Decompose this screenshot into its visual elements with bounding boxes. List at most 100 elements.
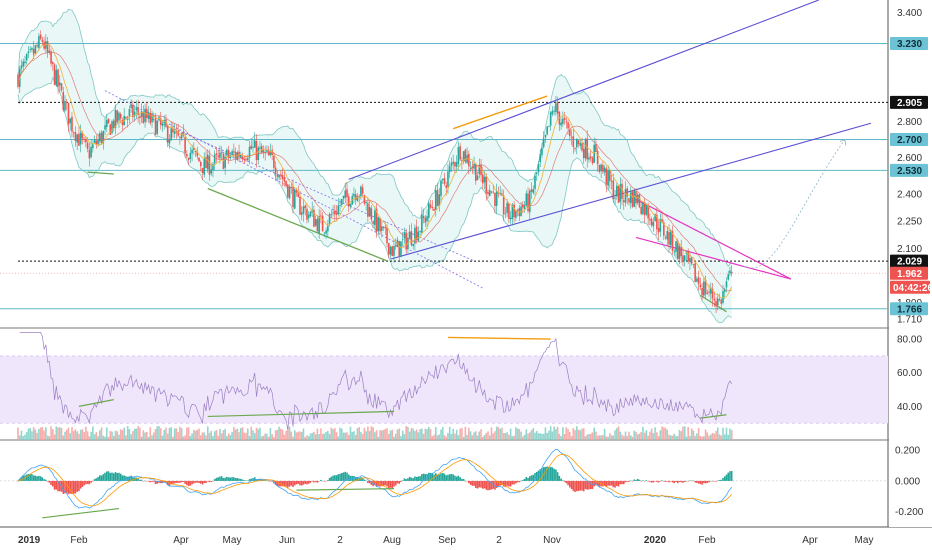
candle-body [711,288,714,299]
volume-bar [596,435,599,440]
macd-histogram-bar [231,477,233,481]
macd-histogram-bar [156,480,159,484]
candle-body [722,291,724,303]
candle-body [367,203,369,217]
macd-histogram-bar [696,480,698,483]
macd-histogram-bar [541,468,543,481]
volume-bar [65,429,68,440]
macd-histogram-bar [132,477,134,481]
candle-body [337,205,340,215]
volume-bar [638,433,641,440]
candle-body [233,151,235,153]
volume-bar [405,426,407,440]
candle-body [589,156,592,159]
volume-bar [485,432,488,440]
candle-body [226,149,228,156]
candle-body [95,140,98,145]
macd-histogram-bar [710,480,712,482]
candle-body [690,257,693,264]
macd-histogram-bar [240,478,242,481]
volume-bar [589,433,592,440]
volume-bar [104,436,106,440]
macd-histogram-bar [212,480,214,482]
candle-body [382,226,385,228]
candle-body [186,153,188,157]
candle-body [276,175,279,177]
candle-body [535,172,538,174]
macd-indicator [0,448,888,519]
volume-bar [607,436,609,440]
time-tick-label: 2019 [18,535,41,546]
candle-body [323,232,326,234]
macd-histogram-bar [506,480,508,486]
volume-bar [236,428,239,440]
volume-bar [229,435,232,440]
candle-body [307,214,310,219]
volume-bar [175,428,178,440]
volume-bar [581,428,583,440]
volume-bar [64,431,66,440]
macd-tick-label: -0.200 [895,507,924,518]
candle-body [92,144,94,149]
candle-body [180,133,183,139]
volume-bar [220,433,223,440]
volume-bar [313,431,315,440]
candle-body [293,189,296,209]
candle-body [683,255,686,261]
candle-body [290,187,293,189]
rsi-tick-label: 80.00 [897,335,922,346]
wedge-lower-line [635,236,792,280]
time-tick-label: 2020 [644,535,667,546]
volume-bar [69,433,72,440]
volume-bar [276,429,279,440]
candle-body [299,196,301,215]
volume-bar [422,433,425,440]
volume-bar [696,433,698,440]
volume-bar [78,433,80,440]
volume-bar [680,431,683,440]
time-axis[interactable]: 2019 Feb Apr May Jun 2 Aug Sep 2 Nov 2020 Feb Apr May [18,535,873,546]
macd-histogram-bar [555,469,557,481]
macd-histogram-bar [511,480,514,485]
candle-body [88,149,91,159]
volume-bar [365,431,367,440]
macd-histogram-bar [417,476,420,481]
volume-bar [429,429,432,440]
candle-body [422,215,425,219]
macd-histogram-bar [685,480,688,482]
candle-body [661,219,663,222]
volume-bar [468,427,470,440]
upper-channel-line [348,0,819,180]
macd-histogram-bar [643,480,646,482]
level-badge-bg [890,36,928,50]
volume-bar [454,433,456,440]
time-tick-label: Feb [698,535,716,546]
candle-body [191,149,193,154]
macd-histogram-bar [116,472,119,481]
candle-body [527,193,529,211]
candle-body [572,136,575,147]
price-axis[interactable]: 3.4002.8002.6002.4002.2502.1001.8001.710… [889,0,932,527]
macd-histogram-bar [530,475,533,481]
macd-histogram-bar [429,472,432,481]
candle-body [86,142,89,149]
candle-body [562,118,564,124]
candle-body [716,298,719,306]
volume-bar [511,436,514,440]
macd-histogram-bar [534,473,536,481]
volume-bar [128,429,131,440]
candle-body [469,167,472,169]
candle-body [600,164,602,171]
volume-bar [551,431,554,440]
candle-body [509,217,512,220]
candle-body [273,155,275,168]
candle-body [67,102,70,125]
candle-body [645,204,648,215]
dotted-trend-line-1 [104,90,483,289]
candle-body [440,180,442,197]
candle-body [381,226,383,231]
macd-histogram-bar [621,480,623,485]
macd-histogram-bar [589,480,592,490]
candle-body [415,226,418,240]
candle-body [563,117,566,121]
